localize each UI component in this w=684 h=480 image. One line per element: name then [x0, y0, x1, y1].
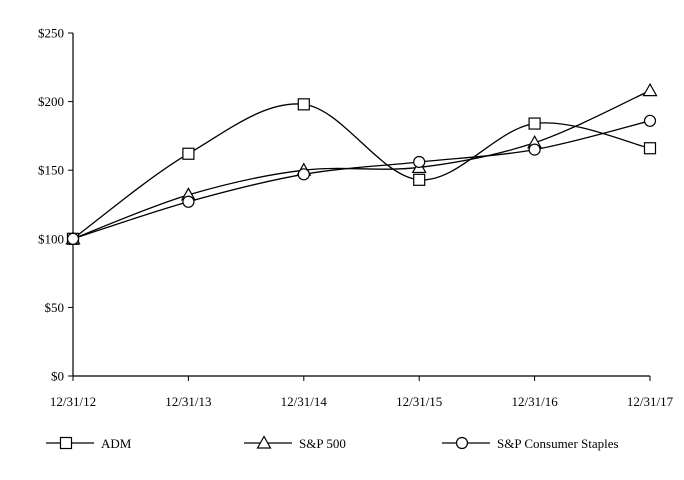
legend-marker-square	[59, 436, 73, 450]
data-point-circle	[66, 232, 80, 245]
series-line-circle	[72, 120, 651, 240]
x-tick-label: 12/31/16	[511, 394, 558, 409]
series-markers	[65, 82, 658, 245]
data-point-square	[528, 117, 541, 130]
x-tick-label: 12/31/15	[396, 394, 442, 409]
axes: $0 $50 $100 $150 $200 $250 12/31/12 12/31/13 12/…	[38, 26, 674, 410]
data-point-triangle	[642, 82, 658, 97]
legend-label: S&P 500	[299, 436, 346, 451]
data-point-circle	[528, 143, 541, 156]
data-point-square	[413, 173, 426, 186]
series-line-square	[72, 103, 651, 240]
legend-label: S&P Consumer Staples	[497, 436, 619, 451]
y-tick-label: $50	[45, 300, 65, 315]
data-point-square	[297, 98, 310, 111]
y-tick-label: $100	[38, 231, 64, 246]
y-tick-label: $0	[51, 369, 64, 384]
data-point-square	[182, 147, 195, 160]
data-point-circle	[413, 155, 426, 169]
data-point-square	[643, 142, 657, 155]
y-tick-label: $250	[38, 26, 64, 41]
legend-entry-circle: S&P Consumer Staples	[442, 436, 619, 451]
legend-marker-triangle	[256, 435, 272, 449]
data-point-circle	[297, 168, 310, 181]
x-tick-label: 12/31/17	[627, 394, 674, 409]
data-point-circle	[182, 195, 195, 208]
y-tick-label: $150	[38, 163, 64, 178]
legend-marker-circle	[455, 436, 469, 450]
legend: ADM S&P 500 S&P Consumer Staples	[46, 435, 619, 451]
y-tick-label: $200	[38, 94, 64, 109]
x-tick-label: 12/31/13	[165, 394, 211, 409]
legend-entry-triangle: S&P 500	[244, 435, 346, 451]
x-tick-label: 12/31/12	[50, 394, 96, 409]
series-line-triangle	[72, 90, 651, 240]
legend-entry-square: ADM	[46, 436, 132, 451]
legend-label: ADM	[101, 436, 132, 451]
series-lines	[72, 90, 651, 240]
data-point-circle	[643, 114, 657, 127]
x-tick-label: 12/31/14	[281, 394, 328, 409]
